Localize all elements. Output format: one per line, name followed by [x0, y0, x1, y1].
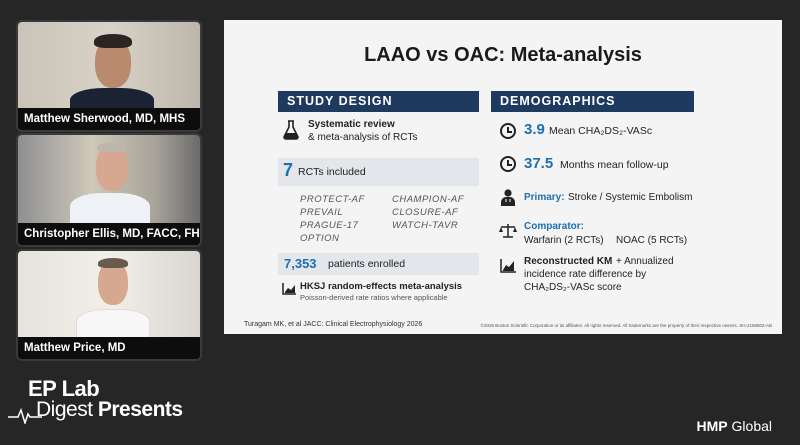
publisher-logo: HMP Global [697, 418, 772, 434]
patients-box [278, 253, 479, 275]
primary-label: Primary: [524, 192, 565, 203]
participant-name: Matthew Sherwood, MD, MHS [18, 108, 200, 130]
presentation-slide: LAAO vs OAC: Meta-analysis STUDY DESIGN … [224, 20, 782, 334]
brand-logo-line2: Digest Presents [36, 398, 183, 422]
trial-protect-af: PROTECT-AF [300, 194, 365, 205]
comparator-warfarin: Warfarin (2 RCTs) [524, 235, 604, 246]
person-hair [97, 143, 127, 152]
video-tile-sherwood[interactable]: Matthew Sherwood, MD, MHS [16, 20, 202, 132]
scale-icon [499, 224, 517, 238]
km-line2: incidence rate difference by [524, 269, 647, 280]
person-hair [94, 34, 132, 48]
brand-presents: Presents [97, 398, 183, 421]
video-feed [18, 22, 200, 118]
km-title: Reconstructed KM [524, 256, 613, 267]
chads-label: Mean CHA₂DS₂-VASc [549, 125, 653, 137]
chart-icon [500, 259, 516, 273]
person-head [96, 145, 128, 191]
systematic-review-label: Systematic review [308, 119, 395, 130]
comparator-noac: NOAC (5 RCTs) [616, 235, 688, 246]
hksj-title: HKSJ random-effects meta-analysis [300, 281, 463, 292]
citation: Turagam MK, et al JACC: Clinical Electro… [244, 321, 423, 328]
brand-digest: Digest [36, 398, 98, 421]
comparator-label: Comparator: [524, 221, 585, 232]
trial-champion-af: CHAMPION-AF [392, 194, 464, 205]
doctor-icon [501, 189, 515, 206]
rct-label: RCTs included [298, 166, 366, 178]
brand-logo-line1: EP Lab [28, 376, 100, 401]
video-feed [18, 135, 200, 227]
systematic-review-sub: & meta-analysis of RCTs [308, 132, 418, 143]
video-feed [18, 251, 200, 341]
slide-title: LAAO vs OAC: Meta-analysis [364, 44, 642, 66]
publisher-hmp: HMP [696, 418, 728, 434]
chart-icon [282, 283, 296, 295]
rct-count: 7 [283, 160, 294, 180]
flask-icon [283, 120, 299, 140]
person-head [98, 261, 128, 305]
patients-count: 7,353 [284, 256, 317, 271]
person-body [70, 193, 150, 227]
trial-watch-tavr: WATCH-TAVR [392, 220, 459, 231]
km-line1: + Annualized [616, 256, 674, 267]
primary-text: Stroke / Systemic Embolism [568, 192, 693, 203]
heartbeat-icon [8, 408, 42, 424]
person-hair [98, 258, 128, 268]
trial-prevail: PREVAIL [300, 207, 344, 218]
hksj-subtitle: Poisson-derived rate ratios where applic… [300, 293, 448, 302]
followup-label: Months mean follow-up [560, 159, 669, 171]
copyright: ©2026 Boston Scientific Corporation or i… [480, 323, 772, 328]
demographics-header: DEMOGRAPHICS [491, 91, 694, 112]
clock-icon [500, 123, 516, 139]
patients-label: patients enrolled [328, 258, 406, 270]
trial-prague-17: PRAGUE-17 [300, 220, 359, 231]
video-tile-price[interactable]: Matthew Price, MD [16, 249, 202, 361]
rct-box [278, 158, 479, 186]
participant-name: Christopher Ellis, MD, FACC, FHRS [18, 223, 200, 245]
trial-option: OPTION [300, 233, 340, 244]
study-design-header: STUDY DESIGN [278, 91, 479, 112]
km-line3: CHA₂DS₂-VASc score [524, 282, 622, 293]
chads-value: 3.9 [524, 121, 545, 138]
trial-closure-af: CLOSURE-AF [392, 207, 459, 218]
video-tile-ellis[interactable]: Christopher Ellis, MD, FACC, FHRS [16, 133, 202, 247]
clock-icon [500, 156, 516, 172]
publisher-global: Global [727, 418, 772, 434]
followup-value: 37.5 [524, 155, 554, 172]
participant-name: Matthew Price, MD [18, 337, 200, 359]
